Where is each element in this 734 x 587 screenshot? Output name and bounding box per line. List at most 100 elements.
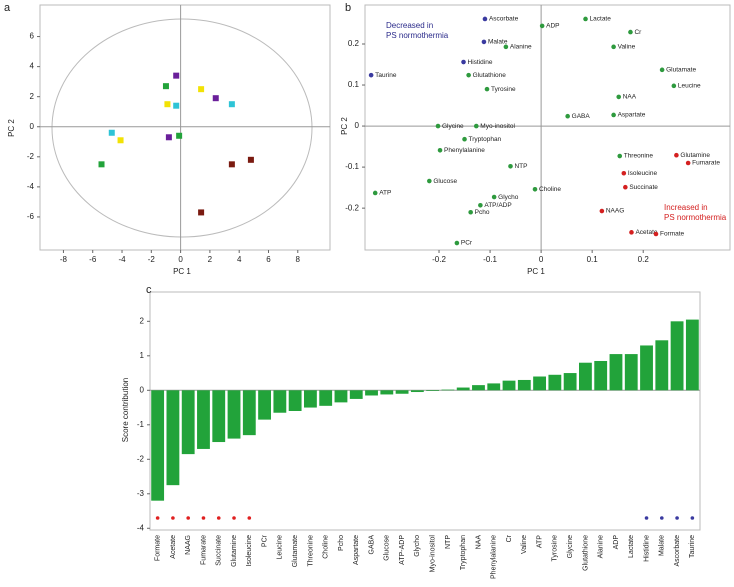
point-label: Malate bbox=[488, 39, 508, 46]
x-tick-label: Lactate bbox=[628, 535, 635, 558]
point-label: Fumarate bbox=[692, 160, 720, 167]
bar bbox=[227, 390, 241, 439]
x-tick-label: 0.1 bbox=[587, 255, 599, 264]
y-tick-label: 0 bbox=[30, 122, 35, 131]
x-tick-label: Glutathione bbox=[582, 535, 589, 571]
y-tick-label: -2 bbox=[137, 454, 145, 463]
x-tick-label: -0.2 bbox=[432, 255, 446, 264]
plot-frame bbox=[149, 291, 701, 531]
point bbox=[628, 29, 633, 35]
x-tick-label: NAAG bbox=[185, 535, 192, 555]
point-label: Tyrosine bbox=[491, 86, 516, 93]
x-tick-label: 8 bbox=[296, 255, 301, 264]
bar bbox=[365, 390, 378, 396]
point-label: Threonine bbox=[624, 153, 654, 160]
bar bbox=[395, 390, 409, 394]
x-tick-label: 0.2 bbox=[638, 255, 650, 264]
point-label: Leucine bbox=[678, 83, 701, 90]
x-tick-label: Tyrosine bbox=[552, 535, 559, 562]
x-tick-label: -6 bbox=[89, 255, 97, 264]
point bbox=[617, 153, 623, 159]
x-tick-label: Threonine bbox=[307, 535, 314, 567]
bar bbox=[563, 373, 577, 391]
x-tick-label: 4 bbox=[237, 255, 242, 264]
x-tick-label: Glycine bbox=[567, 535, 574, 558]
x-tick-label: Tryptophan bbox=[460, 535, 467, 570]
bar bbox=[579, 362, 592, 391]
point bbox=[611, 44, 616, 50]
bar bbox=[181, 390, 195, 455]
x-tick-label: NAA bbox=[475, 535, 482, 550]
significance-marker bbox=[247, 516, 252, 520]
y-tick-label: 0.1 bbox=[348, 80, 360, 89]
y-tick-label: -4 bbox=[137, 523, 145, 532]
point-label: Succinate bbox=[629, 184, 658, 191]
y-tick-label: -2 bbox=[27, 152, 35, 161]
y-tick-label: 0 bbox=[355, 121, 360, 130]
y-tick-label: -0.2 bbox=[345, 203, 359, 212]
x-tick-label: Succinate bbox=[216, 535, 223, 566]
bar bbox=[487, 383, 501, 391]
significance-marker bbox=[171, 516, 175, 520]
point bbox=[539, 23, 545, 29]
point-label: Aspartate bbox=[618, 112, 646, 119]
point bbox=[173, 72, 180, 79]
x-tick-label: -0.1 bbox=[483, 255, 497, 264]
x-tick-label: Valine bbox=[521, 535, 528, 554]
point-label: ATP bbox=[379, 190, 391, 197]
point bbox=[461, 59, 466, 65]
x-tick-label: 2 bbox=[208, 255, 213, 264]
point bbox=[611, 112, 616, 118]
point bbox=[117, 137, 124, 144]
bar bbox=[273, 390, 287, 413]
x-tick-label: 0 bbox=[178, 255, 183, 264]
y-tick-label: 2 bbox=[140, 316, 145, 325]
point bbox=[621, 170, 627, 176]
point bbox=[454, 240, 460, 246]
point bbox=[653, 231, 659, 237]
panel-label: b bbox=[345, 2, 351, 14]
point bbox=[212, 95, 219, 102]
x-tick-label: ADP bbox=[613, 535, 620, 550]
y-tick-label: 4 bbox=[30, 62, 35, 71]
significance-marker bbox=[155, 516, 160, 520]
x-tick-label: Aspartate bbox=[353, 535, 360, 565]
significance-marker bbox=[690, 516, 695, 520]
point bbox=[228, 161, 235, 168]
point bbox=[629, 230, 634, 235]
point bbox=[466, 72, 471, 78]
bar bbox=[197, 390, 210, 449]
x-tick-label: Myo-inositol bbox=[429, 535, 436, 573]
bar bbox=[670, 321, 684, 391]
significance-marker bbox=[232, 516, 236, 520]
point bbox=[162, 83, 169, 90]
point-label: Glutathione bbox=[473, 72, 507, 79]
x-tick-label: Isoleucine bbox=[246, 535, 253, 567]
bar bbox=[334, 390, 348, 403]
point-label: Tryptophan bbox=[469, 136, 502, 143]
y-tick-label: -6 bbox=[27, 212, 35, 221]
point-label: Histidine bbox=[468, 59, 493, 66]
x-tick-label: Glucose bbox=[384, 535, 391, 561]
bar bbox=[472, 385, 485, 391]
point bbox=[599, 208, 605, 214]
point bbox=[473, 123, 479, 129]
bar bbox=[151, 390, 165, 501]
point-label: Acetate bbox=[635, 229, 657, 236]
x-tick-label: Formate bbox=[154, 535, 161, 561]
bar bbox=[349, 390, 363, 399]
point-label: Glycho bbox=[498, 194, 519, 201]
point bbox=[491, 194, 497, 200]
bar bbox=[502, 380, 516, 391]
point bbox=[108, 129, 115, 136]
x-tick-label: Fumarate bbox=[200, 535, 207, 565]
y-tick-label: 6 bbox=[30, 32, 35, 41]
point bbox=[437, 147, 443, 153]
x-tick-label: 6 bbox=[266, 255, 271, 264]
y-tick-label: 0.2 bbox=[348, 39, 360, 48]
annotation: Decreased in bbox=[386, 21, 433, 30]
point-label: Valine bbox=[618, 44, 636, 51]
point-label: Glutamate bbox=[666, 67, 696, 74]
point bbox=[435, 123, 441, 129]
significance-marker bbox=[201, 516, 206, 520]
